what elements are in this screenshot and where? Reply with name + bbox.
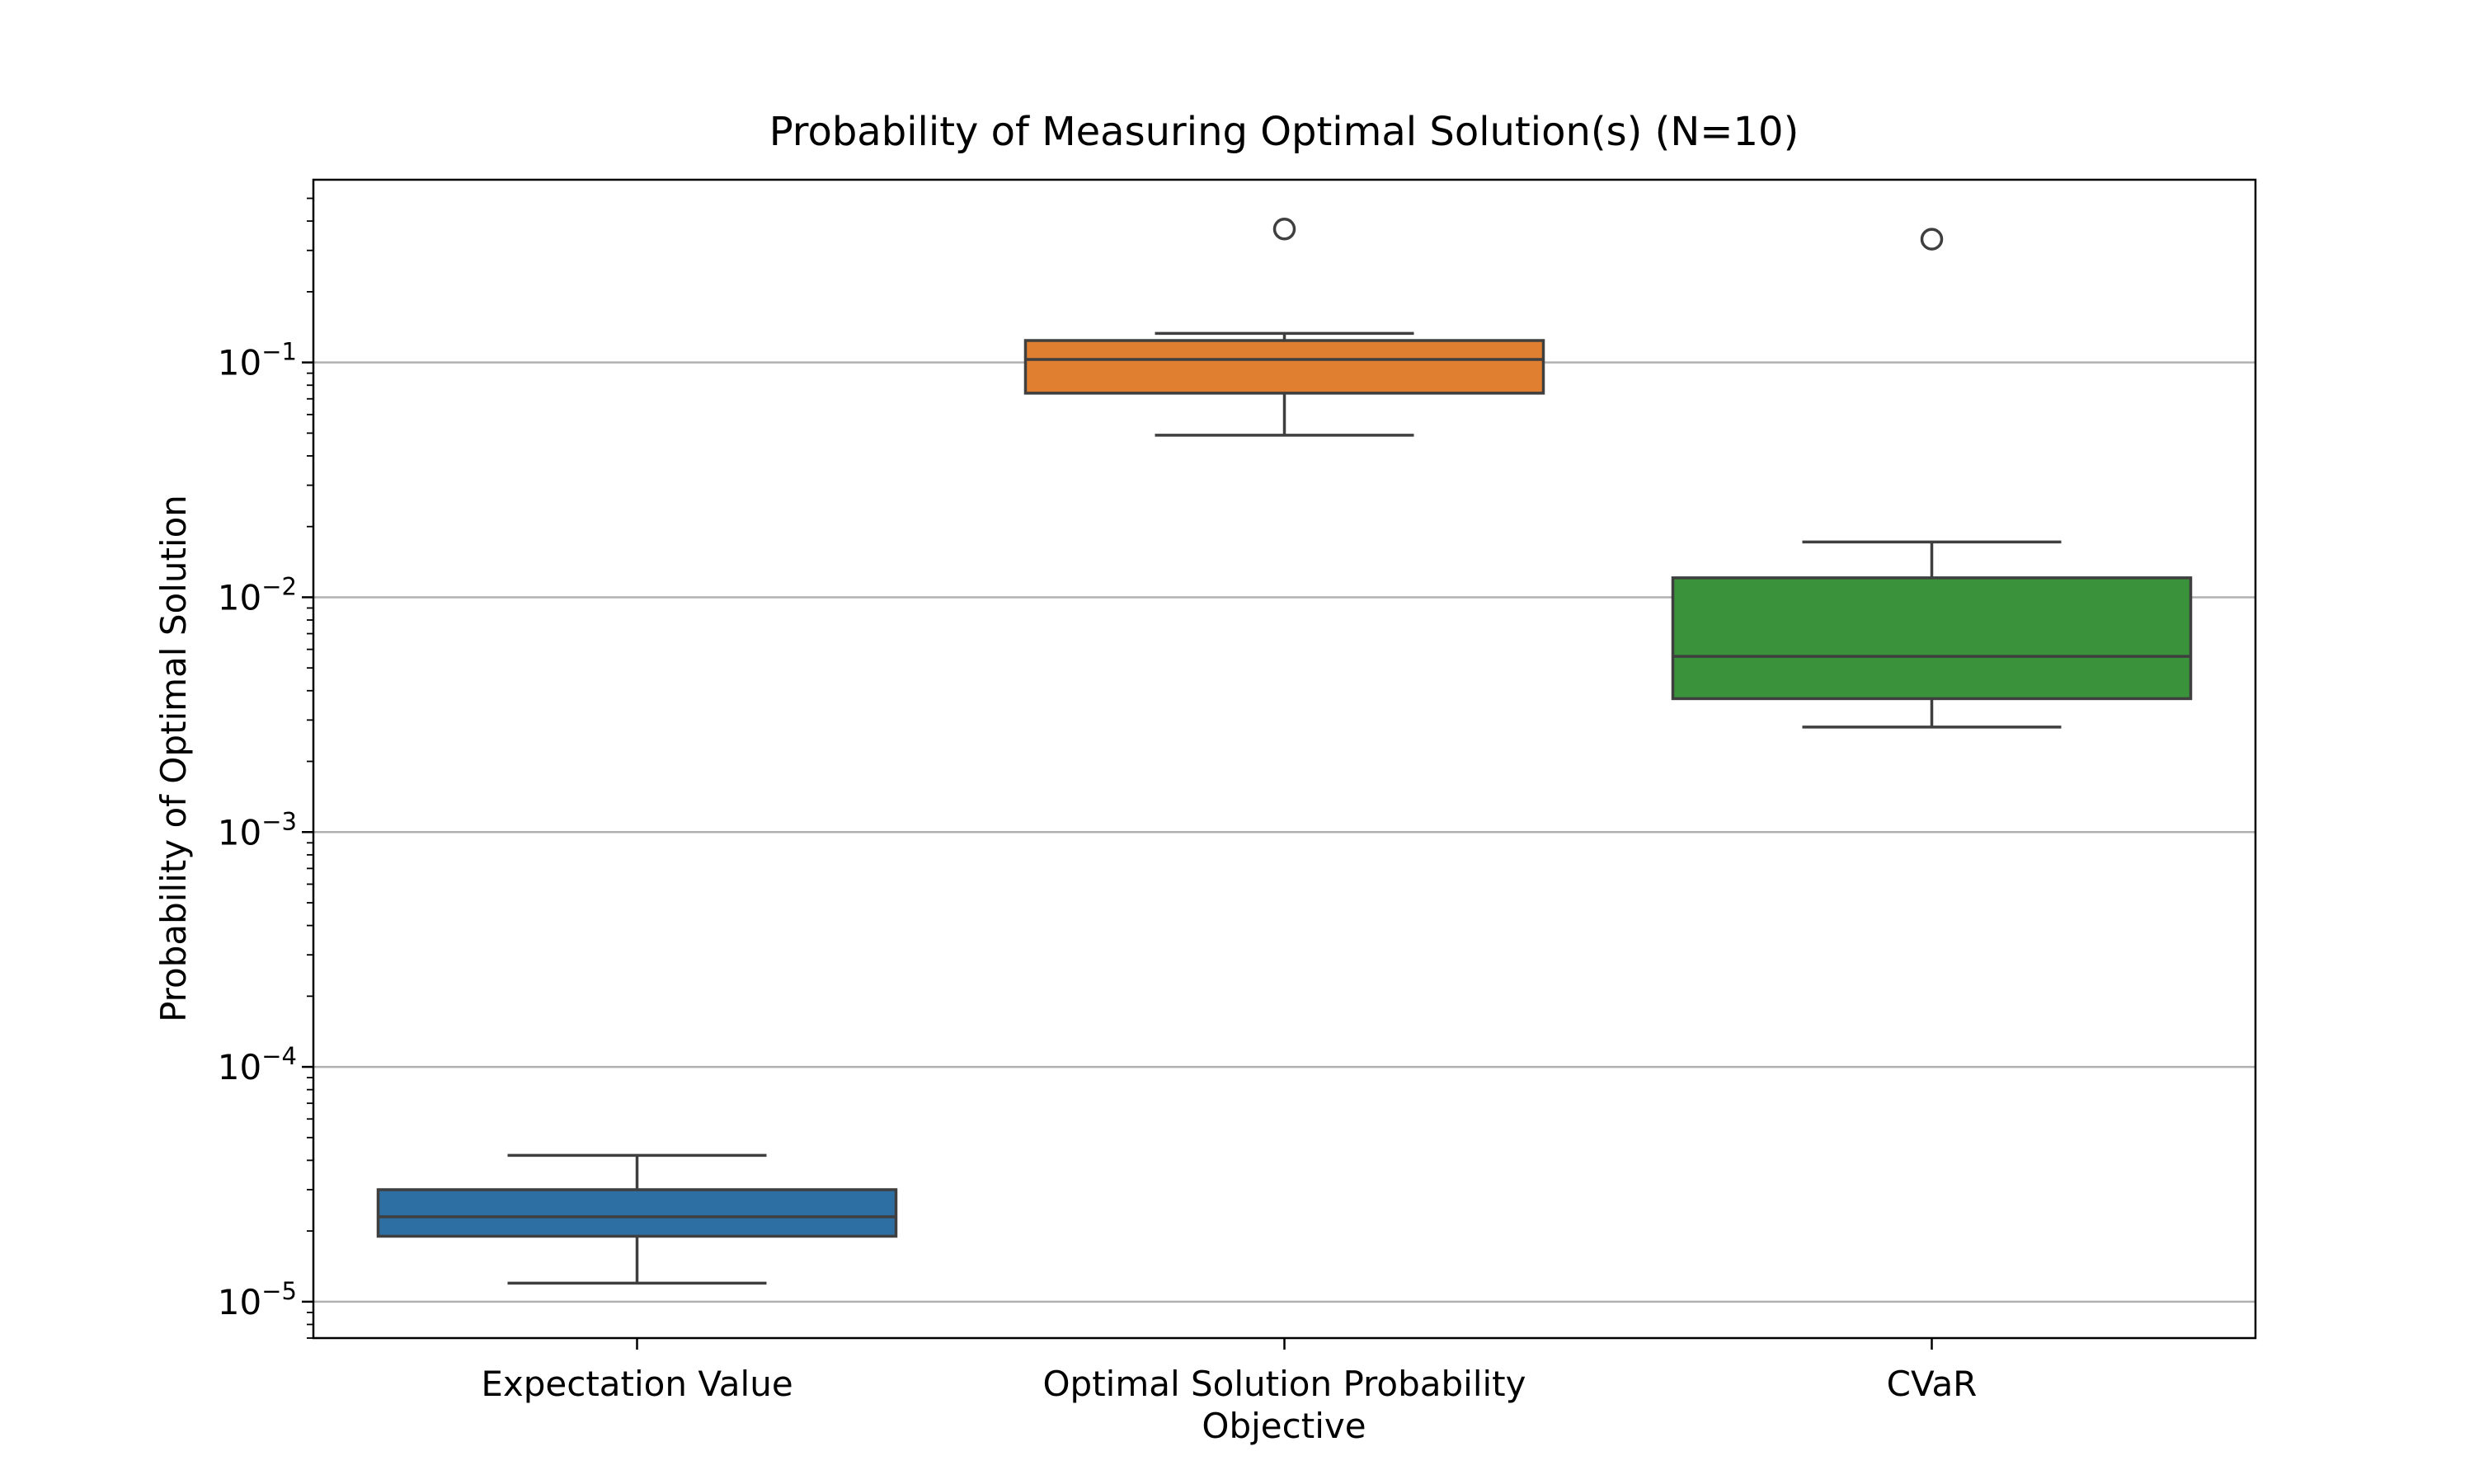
box-group <box>1671 228 2193 729</box>
y-tick-base: 10 <box>218 812 261 852</box>
y-tick-label: 10−3 <box>218 807 297 852</box>
outlier-point <box>1920 228 1944 251</box>
y-tick-exponent: −5 <box>261 1277 297 1305</box>
y-tick-label: 10−5 <box>218 1277 297 1322</box>
x-tick-label: Optimal Solution Probability <box>1043 1364 1526 1404</box>
box-group <box>1023 218 1545 437</box>
y-tick-base: 10 <box>218 577 261 618</box>
y-tick-label: 10−2 <box>218 572 297 618</box>
y-tick-exponent: −4 <box>261 1042 297 1070</box>
y-tick-base: 10 <box>218 1047 261 1087</box>
y-tick-exponent: −1 <box>261 338 297 366</box>
box-iqr <box>376 1188 898 1238</box>
chart-title: Probability of Measuring Optimal Solutio… <box>769 109 1799 155</box>
box-iqr <box>1671 576 2193 701</box>
y-axis-label: Probability of Optimal Solution <box>153 495 194 1022</box>
outlier-point <box>1272 218 1296 241</box>
x-axis-label: Objective <box>1202 1406 1366 1446</box>
y-tick-label: 10−1 <box>218 338 297 383</box>
y-tick-exponent: −3 <box>261 807 297 835</box>
y-tick-exponent: −2 <box>261 572 297 600</box>
y-tick-base: 10 <box>218 1282 261 1322</box>
x-tick-label: CVaR <box>1887 1364 1978 1404</box>
boxes <box>376 218 2193 1285</box>
box-iqr <box>1023 339 1545 395</box>
y-tick-label: 10−4 <box>218 1042 297 1087</box>
box-group <box>376 1153 898 1285</box>
x-tick-label: Expectation Value <box>481 1364 793 1404</box>
y-tick-base: 10 <box>218 343 261 383</box>
